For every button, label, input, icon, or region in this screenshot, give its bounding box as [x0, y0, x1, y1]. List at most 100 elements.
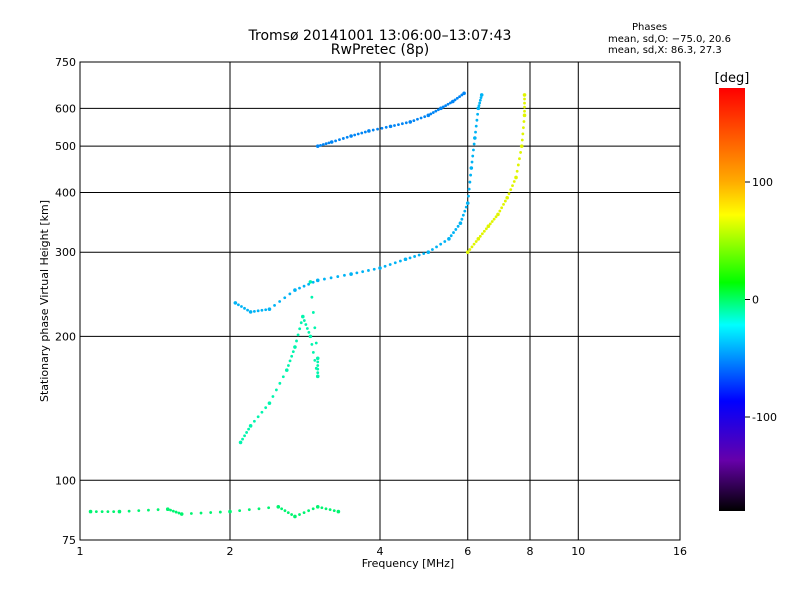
- data-point: [278, 381, 282, 385]
- data-point: [343, 273, 346, 277]
- data-point: [238, 509, 242, 513]
- data-point: [316, 371, 320, 375]
- data-point: [441, 105, 445, 109]
- y-tick-label: 600: [55, 102, 76, 115]
- data-point: [505, 195, 509, 200]
- data-point: [308, 280, 313, 284]
- data-point: [523, 109, 526, 113]
- data-point: [507, 192, 511, 196]
- data-point: [298, 327, 302, 331]
- data-point: [293, 345, 297, 349]
- data-point: [332, 509, 336, 513]
- data-point: [523, 97, 526, 101]
- data-point: [267, 401, 272, 405]
- data-point: [341, 137, 345, 140]
- data-point: [397, 123, 400, 126]
- data-point: [310, 342, 314, 346]
- data-point: [444, 104, 448, 108]
- y-tick-label: 300: [55, 246, 76, 259]
- data-point: [307, 331, 311, 334]
- data-point: [476, 106, 481, 111]
- data-point: [315, 278, 320, 283]
- data-point: [280, 507, 284, 511]
- data-point: [519, 151, 522, 154]
- data-point: [522, 113, 527, 118]
- data-point: [316, 364, 320, 367]
- data-point: [496, 212, 500, 217]
- data-point: [169, 508, 172, 512]
- data-point: [243, 306, 246, 310]
- data-point: [94, 510, 98, 513]
- data-point: [460, 217, 464, 221]
- data-point: [257, 507, 261, 511]
- data-point: [434, 109, 438, 113]
- data-point: [336, 509, 341, 514]
- data-point: [315, 505, 320, 509]
- x-tick-label: 1: [77, 545, 84, 558]
- colorbar-tick-label: 100: [752, 176, 773, 189]
- data-point: [458, 95, 461, 98]
- data-point: [511, 184, 514, 187]
- data-point: [465, 250, 470, 255]
- data-point: [174, 510, 178, 514]
- data-point: [189, 512, 193, 515]
- data-point: [454, 228, 458, 231]
- data-point: [264, 406, 268, 410]
- data-point: [464, 205, 468, 209]
- data-point: [472, 242, 476, 246]
- data-point: [453, 98, 457, 102]
- data-point: [311, 311, 315, 314]
- data-point: [310, 295, 314, 299]
- data-point: [514, 175, 518, 180]
- data-point: [293, 514, 297, 519]
- data-point: [274, 388, 278, 392]
- data-point: [470, 160, 474, 164]
- data-point: [360, 131, 364, 135]
- data-point: [490, 220, 494, 223]
- data-point: [478, 98, 482, 102]
- data-point: [287, 364, 290, 367]
- data-point: [422, 252, 426, 256]
- data-point: [286, 511, 290, 515]
- data-point: [291, 350, 295, 354]
- data-point: [327, 141, 331, 145]
- stats-x-line: mean, sd,X: 86.3, 27.3: [608, 45, 722, 56]
- y-tick-label: 500: [55, 140, 76, 153]
- data-point: [465, 201, 470, 205]
- data-point: [509, 188, 513, 192]
- data-point: [404, 121, 408, 125]
- stats-heading: Phases: [632, 22, 668, 33]
- data-point: [88, 509, 93, 514]
- data-point: [179, 512, 184, 516]
- data-point: [329, 276, 333, 280]
- data-point: [323, 277, 326, 281]
- data-point: [431, 248, 434, 251]
- data-point: [400, 122, 404, 126]
- data-point: [349, 134, 353, 138]
- stats-o-line: mean, sd,O: −75.0, 20.6: [608, 34, 731, 45]
- data-point: [494, 215, 498, 219]
- data-point: [393, 261, 397, 265]
- data-point: [338, 138, 341, 142]
- data-point: [336, 275, 340, 278]
- data-point: [284, 368, 289, 372]
- data-point: [264, 308, 268, 312]
- data-point: [334, 139, 337, 143]
- data-point: [307, 282, 311, 286]
- data-point: [523, 101, 526, 105]
- data-point: [449, 234, 453, 238]
- data-point: [165, 507, 170, 511]
- data-point: [248, 310, 253, 314]
- data-point: [311, 507, 315, 511]
- data-point: [100, 510, 104, 513]
- data-point: [315, 374, 320, 379]
- x-tick-label: 10: [571, 545, 585, 558]
- data-point: [388, 263, 392, 266]
- data-point: [316, 360, 320, 364]
- data-point: [267, 307, 272, 311]
- x-tick-label: 16: [673, 545, 687, 558]
- data-point: [443, 240, 447, 243]
- x-tick-label: 8: [527, 545, 534, 558]
- data-point: [245, 431, 248, 434]
